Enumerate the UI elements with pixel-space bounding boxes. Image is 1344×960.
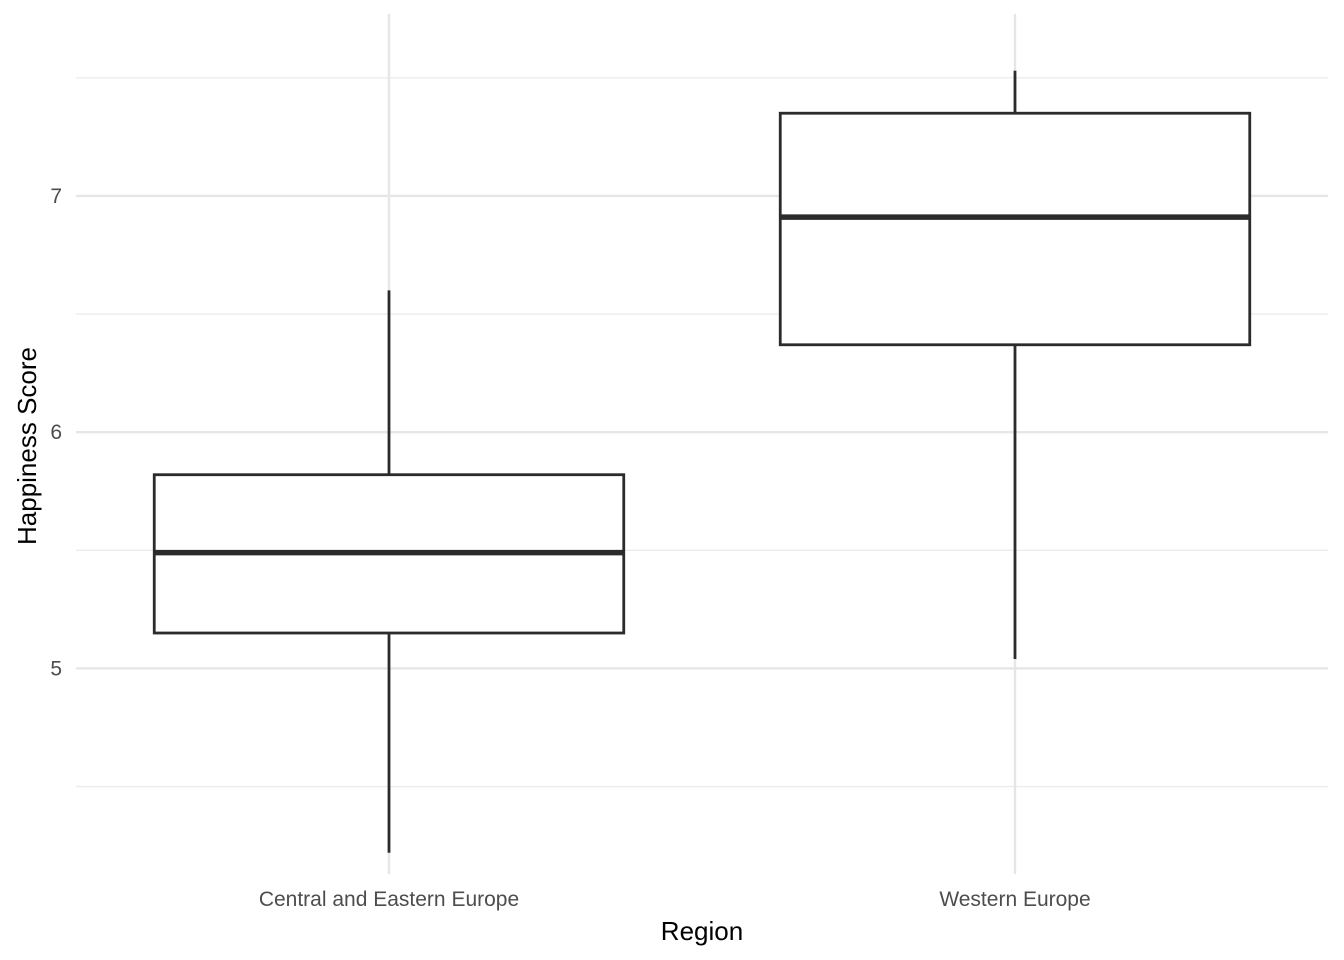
- y-tick-label: 6: [50, 421, 62, 444]
- box-iqr: [778, 111, 1252, 347]
- x-axis-title: Region: [661, 916, 743, 946]
- box-1: [778, 70, 1252, 659]
- y-tick-label: 7: [50, 185, 62, 208]
- y-tick-label: 5: [50, 657, 62, 680]
- box-0: [152, 290, 626, 853]
- y-axis-title: Happiness Score: [12, 347, 42, 545]
- x-tick-label: Western Europe: [939, 888, 1090, 911]
- boxes: [152, 70, 1252, 853]
- tick-labels: 5 6 7 Central and Eastern Europe Western Eur…: [50, 185, 1090, 911]
- x-tick-label: Central and Eastern Europe: [259, 888, 519, 911]
